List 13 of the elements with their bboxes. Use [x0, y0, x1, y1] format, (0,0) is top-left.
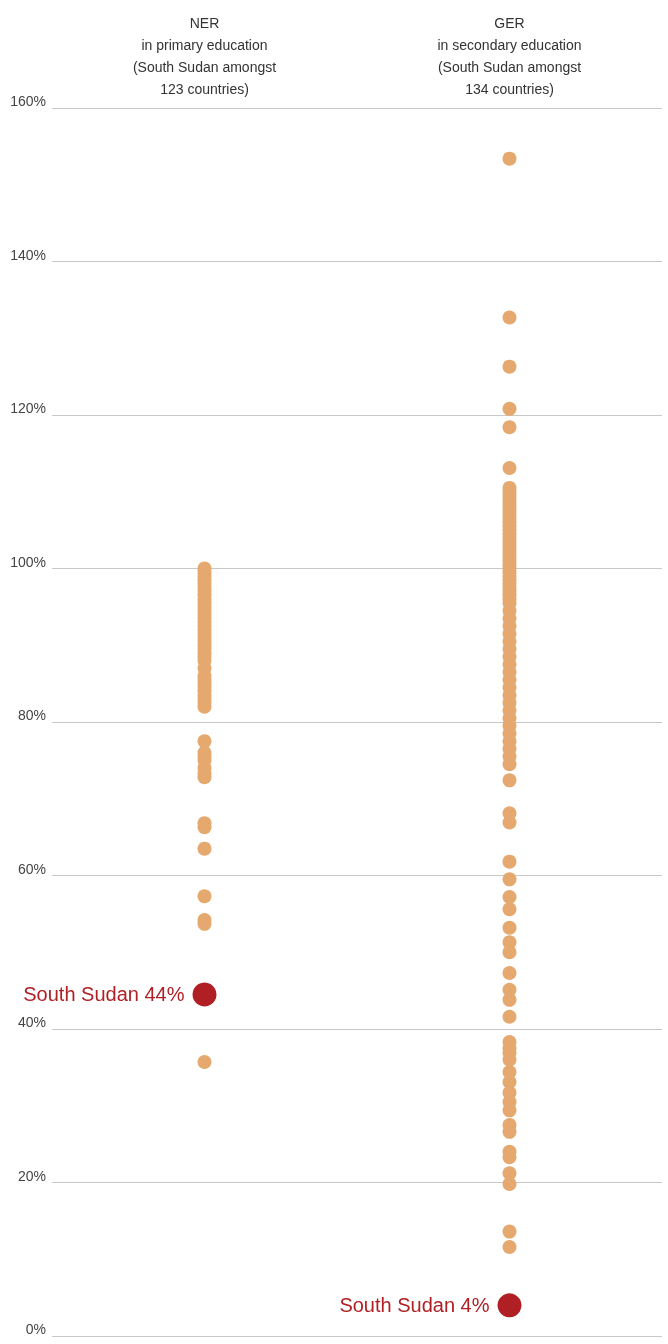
y-tick-label: 40%	[17, 1014, 46, 1030]
y-tick-label: 140%	[10, 246, 46, 263]
y-tick-label: 160%	[10, 93, 46, 109]
y-tick-label: 20%	[17, 1167, 46, 1184]
data-label: South Sudan 44%	[23, 983, 185, 1006]
y-tick-label: 120%	[10, 400, 46, 416]
y-tick-label: 100%	[10, 553, 46, 570]
x-tick-label: GER in secondary education (South Sudan amongst 134 countries)	[437, 15, 582, 97]
y-tick-label: 0%	[25, 1321, 46, 1337]
x-tick-label: NER in primary education (South Sudan amongst 123 countries)	[132, 15, 277, 97]
y-tick-label: 60%	[17, 860, 46, 877]
data-label: South Sudan 4%	[339, 1294, 490, 1317]
y-tick-label: 80%	[17, 707, 46, 723]
